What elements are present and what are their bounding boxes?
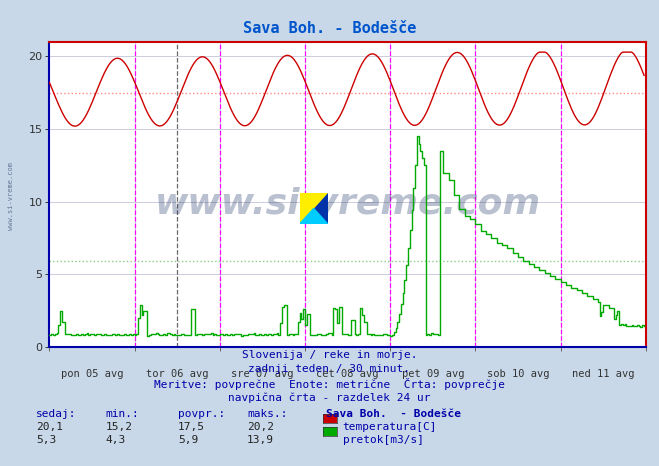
- Text: zadnji teden / 30 minut.: zadnji teden / 30 minut.: [248, 364, 411, 374]
- Text: 17,5: 17,5: [178, 422, 205, 432]
- Text: sre 07 avg: sre 07 avg: [231, 369, 294, 379]
- Text: čet 08 avg: čet 08 avg: [316, 369, 379, 379]
- Text: 15,2: 15,2: [105, 422, 132, 432]
- Polygon shape: [300, 193, 328, 224]
- Text: 20,1: 20,1: [36, 422, 63, 432]
- Text: Slovenija / reke in morje.: Slovenija / reke in morje.: [242, 350, 417, 360]
- Text: navpična črta - razdelek 24 ur: navpična črta - razdelek 24 ur: [228, 392, 431, 403]
- Text: 13,9: 13,9: [247, 435, 274, 445]
- Text: temperatura[C]: temperatura[C]: [343, 422, 437, 432]
- Text: Sava Boh.  - Bodešče: Sava Boh. - Bodešče: [326, 409, 461, 418]
- Text: pet 09 avg: pet 09 avg: [401, 369, 464, 379]
- Polygon shape: [300, 209, 328, 224]
- Text: www.si-vreme.com: www.si-vreme.com: [8, 162, 14, 230]
- Text: Meritve: povprečne  Enote: metrične  Črta: povprečje: Meritve: povprečne Enote: metrične Črta:…: [154, 378, 505, 391]
- Text: Sava Boh. - Bodešče: Sava Boh. - Bodešče: [243, 21, 416, 36]
- Text: pretok[m3/s]: pretok[m3/s]: [343, 435, 424, 445]
- Text: 5,3: 5,3: [36, 435, 57, 445]
- Text: povpr.:: povpr.:: [178, 409, 225, 418]
- Text: min.:: min.:: [105, 409, 139, 418]
- Text: 4,3: 4,3: [105, 435, 126, 445]
- Text: sob 10 avg: sob 10 avg: [487, 369, 549, 379]
- Text: tor 06 avg: tor 06 avg: [146, 369, 208, 379]
- Text: 20,2: 20,2: [247, 422, 274, 432]
- Text: www.si-vreme.com: www.si-vreme.com: [155, 187, 540, 221]
- Text: ned 11 avg: ned 11 avg: [572, 369, 635, 379]
- Text: maks.:: maks.:: [247, 409, 287, 418]
- Polygon shape: [300, 193, 328, 224]
- Text: 5,9: 5,9: [178, 435, 198, 445]
- Text: sedaj:: sedaj:: [36, 409, 76, 418]
- Text: pon 05 avg: pon 05 avg: [61, 369, 123, 379]
